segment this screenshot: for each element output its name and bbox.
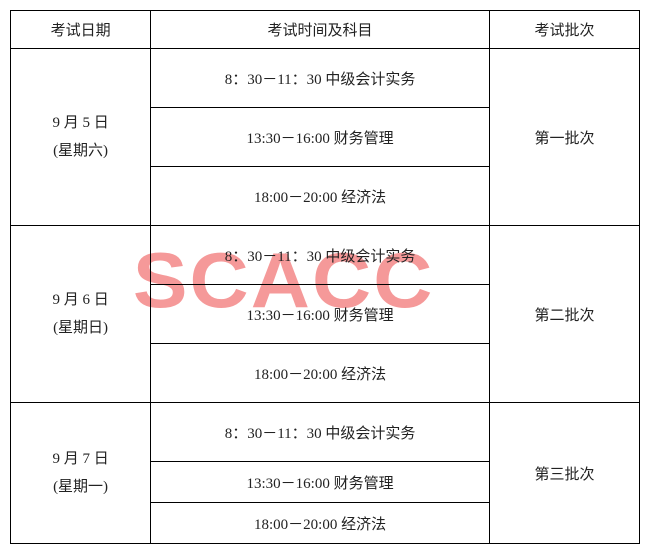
date-line1: 9 月 6 日	[11, 286, 150, 315]
date-line2: (星期一)	[11, 473, 150, 502]
date-cell: 9 月 6 日 (星期日)	[11, 226, 151, 403]
time-slot: 13:30－16:00 财务管理	[151, 285, 490, 344]
table-header-row: 考试日期 考试时间及科目 考试批次	[11, 11, 640, 49]
header-date: 考试日期	[11, 11, 151, 49]
date-line2: (星期六)	[11, 137, 150, 166]
date-line2: (星期日)	[11, 314, 150, 343]
table-row: 9 月 5 日 (星期六) 8：30－11：30 中级会计实务 第一批次	[11, 49, 640, 108]
date-cell: 9 月 7 日 (星期一)	[11, 403, 151, 544]
time-slot: 13:30－16:00 财务管理	[151, 108, 490, 167]
header-batch: 考试批次	[489, 11, 639, 49]
date-line1: 9 月 5 日	[11, 109, 150, 138]
batch-cell: 第三批次	[489, 403, 639, 544]
table-row: 9 月 6 日 (星期日) 8：30－11：30 中级会计实务 第二批次	[11, 226, 640, 285]
time-slot: 13:30－16:00 财务管理	[151, 462, 490, 503]
date-cell: 9 月 5 日 (星期六)	[11, 49, 151, 226]
exam-schedule-table: 考试日期 考试时间及科目 考试批次 9 月 5 日 (星期六) 8：30－11：…	[10, 10, 640, 544]
time-slot: 18:00－20:00 经济法	[151, 503, 490, 544]
time-slot: 18:00－20:00 经济法	[151, 167, 490, 226]
batch-cell: 第一批次	[489, 49, 639, 226]
time-slot: 8：30－11：30 中级会计实务	[151, 49, 490, 108]
header-time: 考试时间及科目	[151, 11, 490, 49]
time-slot: 18:00－20:00 经济法	[151, 344, 490, 403]
date-line1: 9 月 7 日	[11, 445, 150, 474]
time-slot: 8：30－11：30 中级会计实务	[151, 403, 490, 462]
batch-cell: 第二批次	[489, 226, 639, 403]
time-slot: 8：30－11：30 中级会计实务	[151, 226, 490, 285]
table-row: 9 月 7 日 (星期一) 8：30－11：30 中级会计实务 第三批次	[11, 403, 640, 462]
